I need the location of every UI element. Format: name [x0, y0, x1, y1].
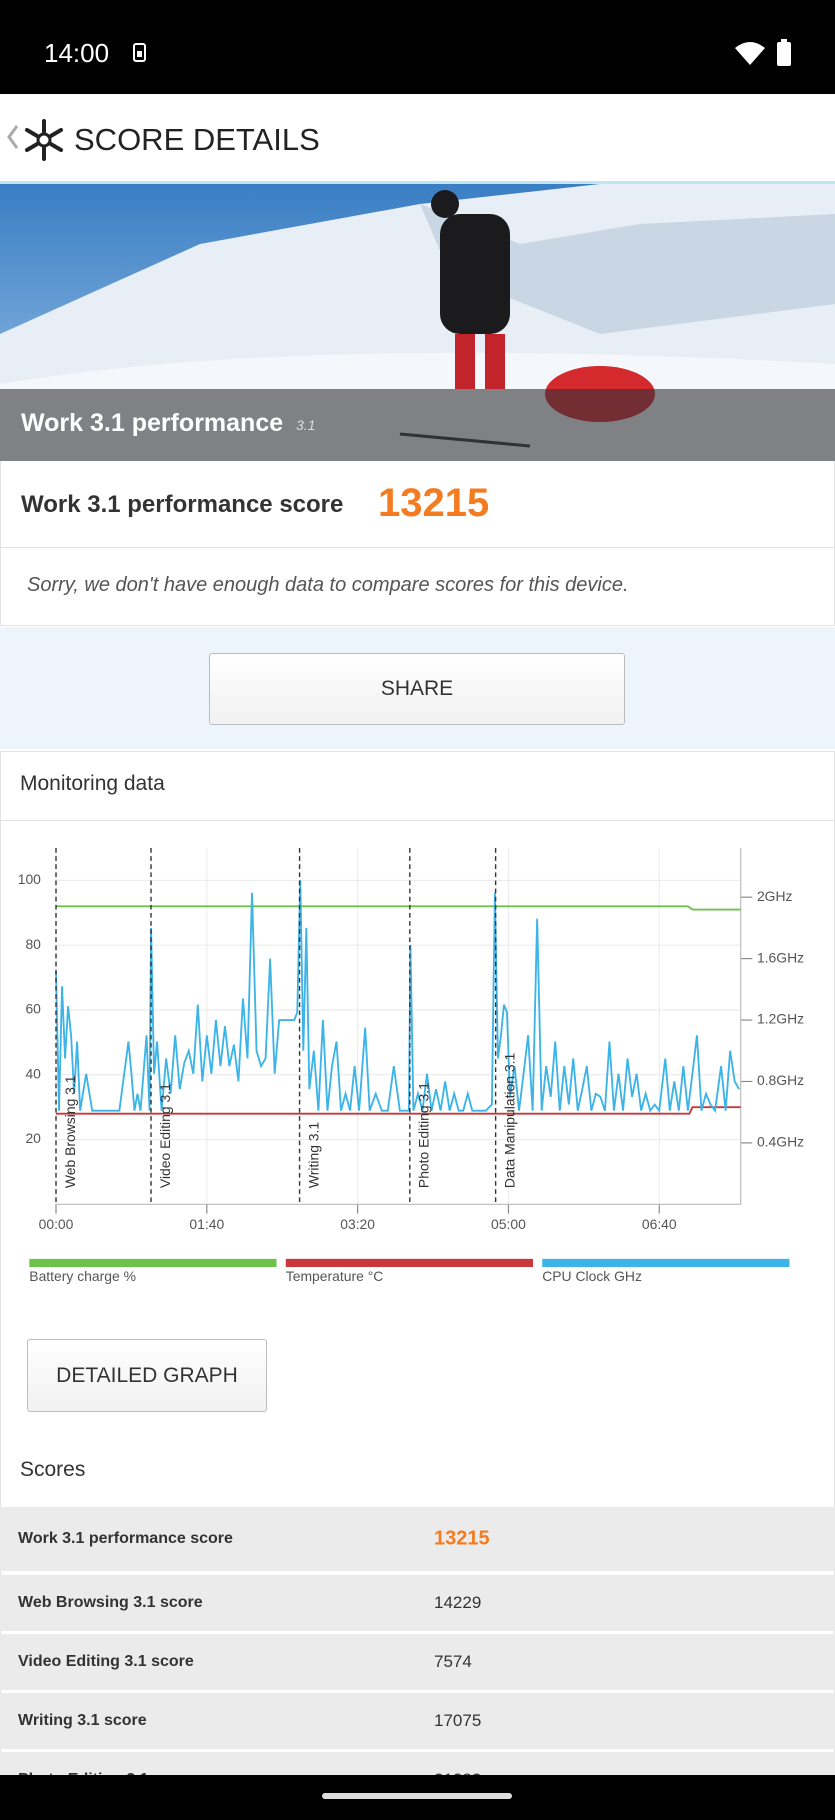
- hero-overlay: [0, 389, 835, 461]
- row-value: 7574: [434, 1652, 472, 1671]
- phase-label: Writing 3.1: [305, 1122, 321, 1188]
- y-tick-label: 60: [25, 1001, 41, 1017]
- row-value: 13215: [434, 1527, 490, 1550]
- score-row: Work 3.1 performance score 13215: [0, 461, 835, 548]
- legend-swatch: [285, 1258, 533, 1267]
- sim-icon: [133, 43, 146, 62]
- plot-area: [56, 848, 741, 1205]
- x-tick-label: 01:40: [189, 1216, 224, 1232]
- hero: Work 3.1 performance 3.1: [0, 184, 835, 461]
- legend-swatch: [542, 1258, 790, 1267]
- row-value: 17075: [434, 1711, 482, 1730]
- series-line: [56, 905, 741, 911]
- legend-label: Battery charge %: [29, 1268, 136, 1284]
- legend-label: Temperature °C: [286, 1268, 384, 1284]
- page-title: SCORE DETAILS: [74, 122, 320, 157]
- app-bar: SCORE DETAILS: [0, 94, 835, 184]
- x-tick-label: 00:00: [39, 1216, 74, 1232]
- phase-label: Video Editing 3.1: [157, 1083, 173, 1188]
- x-tick-label: 06:40: [642, 1216, 677, 1232]
- clock: 14:00: [44, 38, 110, 68]
- y-tick-label: 40: [25, 1065, 41, 1081]
- legend-label: CPU Clock GHz: [542, 1268, 642, 1284]
- legend-swatch: [29, 1258, 277, 1267]
- x-tick-label: 05:00: [491, 1216, 526, 1232]
- nav-bar: [0, 1775, 835, 1820]
- phase-label: Data Manipulation 3.1: [501, 1053, 517, 1189]
- score-label: Work 3.1 performance score: [21, 491, 344, 518]
- monitoring-title: Monitoring data: [20, 772, 165, 795]
- y-tick-label: 100: [18, 871, 41, 887]
- hero-version: 3.1: [296, 417, 316, 433]
- row-label: Video Editing 3.1 score: [18, 1653, 194, 1670]
- score-row: Web Browsing 3.1 score 14229: [0, 1575, 835, 1631]
- row-label: Web Browsing 3.1 score: [18, 1594, 203, 1611]
- y2-tick-label: 2GHz: [757, 888, 793, 904]
- divider: [0, 820, 835, 821]
- y-tick-label: 80: [25, 936, 41, 952]
- score-value: 13215: [378, 481, 490, 525]
- share-area: SHARE: [0, 627, 835, 749]
- back-button[interactable]: [6, 124, 20, 150]
- row-label: Work 3.1 performance score: [18, 1530, 233, 1547]
- row-value: 14229: [434, 1593, 482, 1612]
- status-bar: 14:00: [0, 0, 835, 94]
- phase-label: Photo Editing 3.1: [416, 1082, 432, 1188]
- series-line: [55, 880, 740, 1114]
- score-row: Writing 3.1 score 17075: [0, 1693, 835, 1749]
- x-tick-label: 03:20: [340, 1216, 375, 1232]
- series-line: [56, 1106, 741, 1115]
- wifi-icon: [735, 42, 765, 65]
- phase-label: Web Browsing 3.1: [62, 1075, 78, 1188]
- notice-row: Sorry, we don't have enough data to comp…: [0, 548, 835, 626]
- y-tick-label: 20: [25, 1130, 41, 1146]
- row-label: Writing 3.1 score: [18, 1712, 147, 1729]
- home-handle[interactable]: [322, 1793, 512, 1799]
- notice: Sorry, we don't have enough data to comp…: [27, 574, 629, 596]
- y2-tick-label: 1.2GHz: [757, 1011, 804, 1027]
- score-row: Video Editing 3.1 score 7574: [0, 1634, 835, 1690]
- y2-tick-label: 1.6GHz: [757, 949, 804, 965]
- logo-icon: [25, 119, 63, 161]
- share-button[interactable]: SHARE: [209, 653, 625, 725]
- hero-title: Work 3.1 performance: [21, 409, 284, 437]
- battery-icon: [777, 39, 791, 66]
- y2-tick-label: 0.4GHz: [757, 1134, 804, 1150]
- monitoring-chart: 20 40 60 80 100 0.4GHz 0.8GHz 1.2GHz 1.6GHz 2GHz 0…: [18, 848, 804, 1284]
- score-row: Work 3.1 performance score 13215: [0, 1507, 835, 1571]
- y2-tick-label: 0.8GHz: [757, 1072, 804, 1088]
- scores-title: Scores: [20, 1458, 86, 1481]
- detailed-graph-button[interactable]: DETAILED GRAPH: [27, 1339, 267, 1412]
